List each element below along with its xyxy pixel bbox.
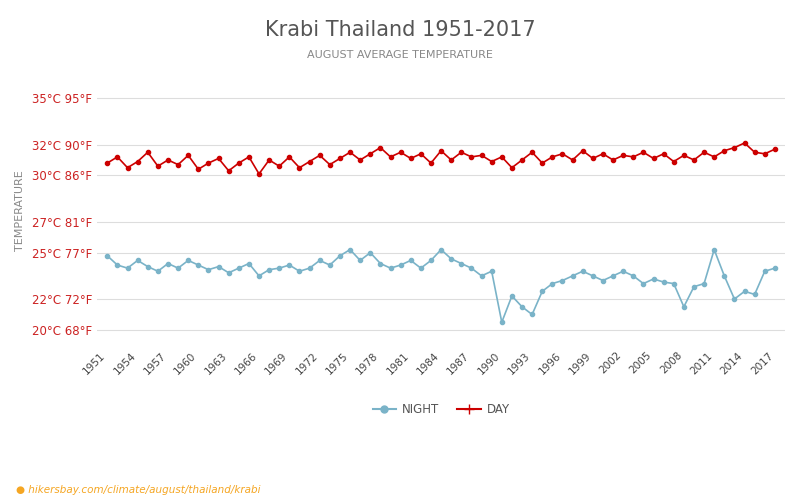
Legend: NIGHT, DAY: NIGHT, DAY (368, 398, 514, 420)
Text: AUGUST AVERAGE TEMPERATURE: AUGUST AVERAGE TEMPERATURE (307, 50, 493, 60)
Text: ● hikersbay.com/climate/august/thailand/krabi: ● hikersbay.com/climate/august/thailand/… (16, 485, 261, 495)
Y-axis label: TEMPERATURE: TEMPERATURE (15, 170, 25, 250)
Text: Krabi Thailand 1951-2017: Krabi Thailand 1951-2017 (265, 20, 535, 40)
